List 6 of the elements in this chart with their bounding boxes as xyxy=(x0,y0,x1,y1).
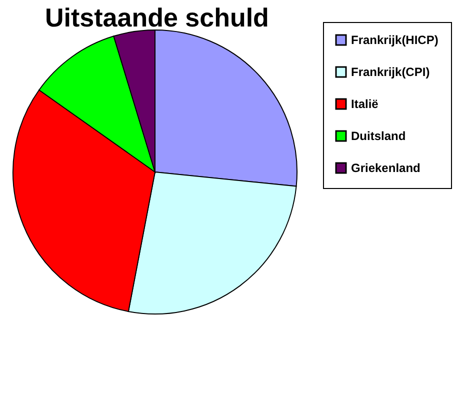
legend-label: Griekenland xyxy=(351,161,420,175)
chart-title: Uitstaande schuld xyxy=(45,2,269,32)
legend-label: Frankrijk(CPI) xyxy=(351,65,430,79)
legend-label: Frankrijk(HICP) xyxy=(351,33,438,47)
legend-label: Duitsland xyxy=(351,129,406,143)
legend-label: Italië xyxy=(351,97,379,111)
